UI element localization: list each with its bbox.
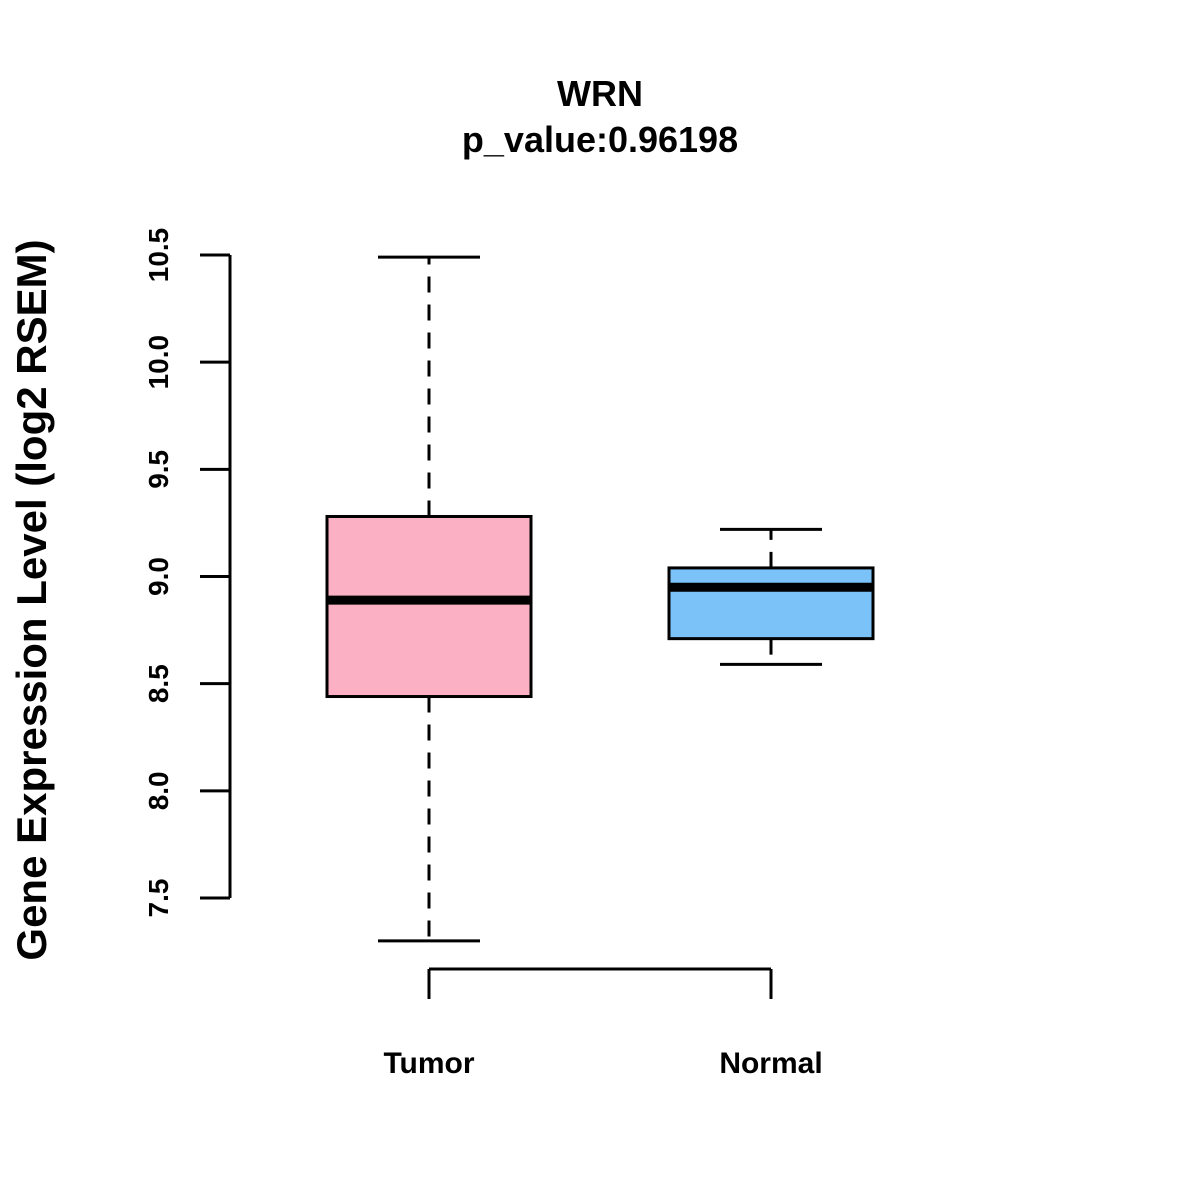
x-tick-label: Tumor — [383, 1047, 474, 1080]
iqr-box — [325, 514, 533, 699]
x-tick-label: Normal — [719, 1047, 822, 1080]
box-tumor — [325, 255, 533, 943]
y-axis: 7.5 8.0 8.5 9.0 9.5 10.0 10.5 — [143, 228, 232, 918]
y-tick-label: 10.0 — [143, 335, 174, 390]
box-group — [325, 255, 875, 943]
y-tick-label: 9.5 — [143, 450, 174, 489]
y-axis-label: Gene Expression Level (log2 RSEM) — [8, 239, 55, 960]
box-normal — [667, 527, 875, 666]
chart-title: WRN — [557, 73, 643, 114]
chart-subtitle: p_value:0.96198 — [462, 119, 738, 160]
y-tick-label: 7.5 — [143, 879, 174, 918]
x-axis: Tumor Normal — [383, 967, 823, 1080]
iqr-box — [667, 566, 875, 641]
y-tick-label: 8.5 — [143, 664, 174, 703]
y-tick-label: 9.0 — [143, 557, 174, 596]
y-tick-label: 10.5 — [143, 228, 174, 283]
y-tick-label: 8.0 — [143, 771, 174, 810]
